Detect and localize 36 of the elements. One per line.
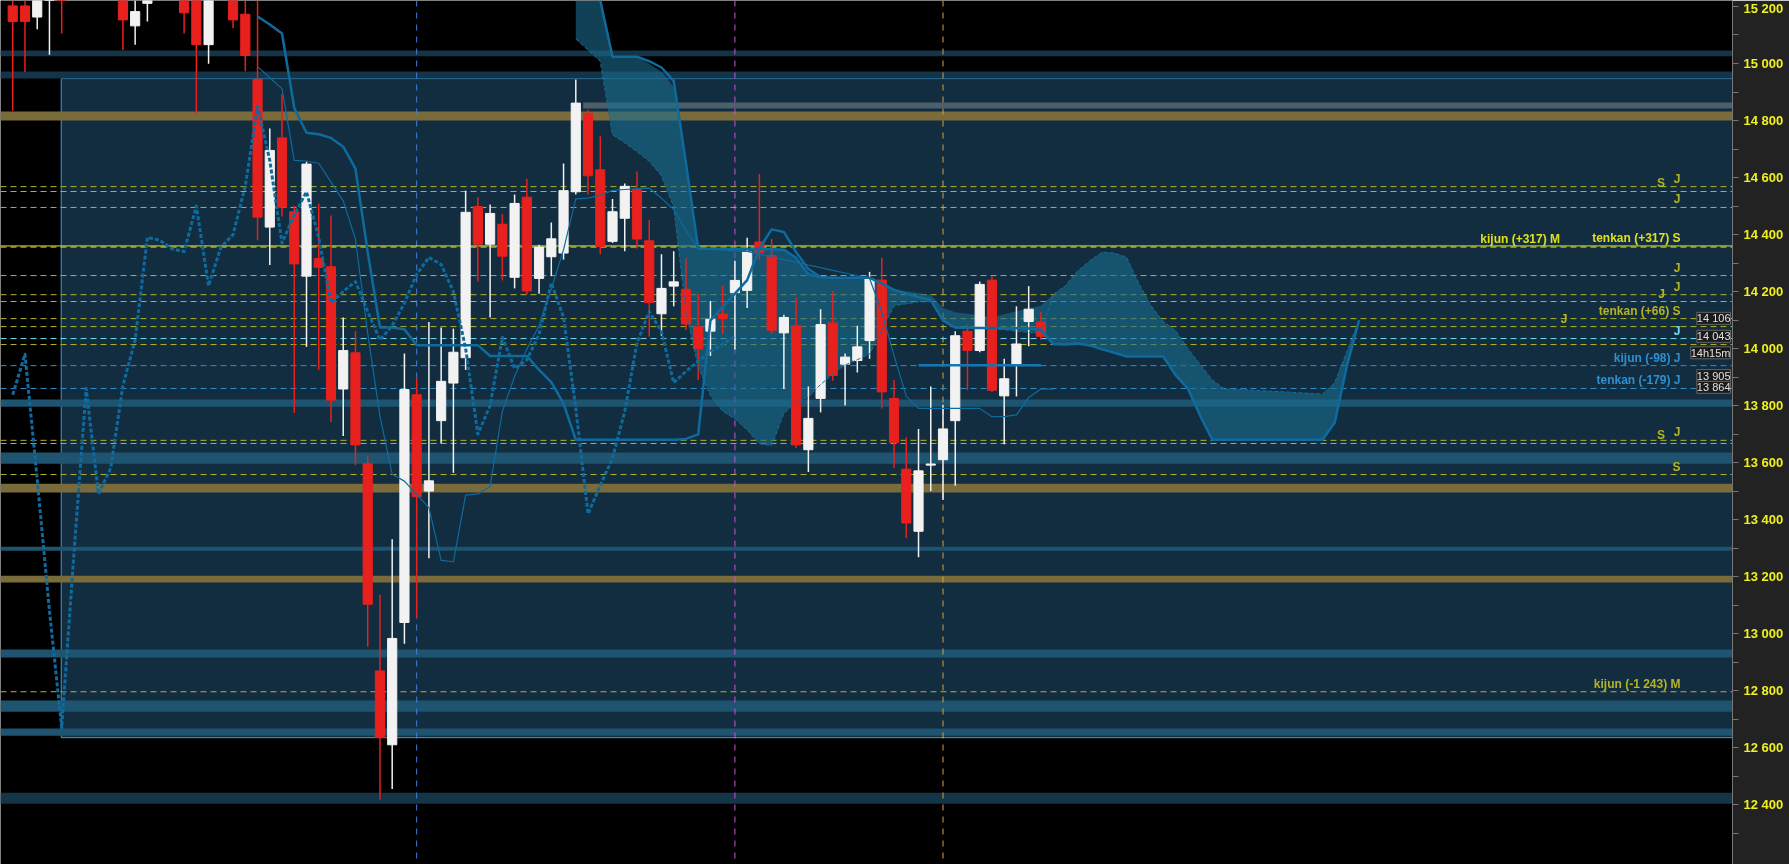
ref-line-label: S bbox=[1657, 176, 1666, 191]
ref-line-label: J bbox=[1673, 171, 1681, 186]
ref-line-label: J bbox=[1673, 279, 1681, 294]
y-tick-label: 14 800 bbox=[1743, 113, 1784, 129]
ref-line-label: kijun (-1 243) M bbox=[1593, 676, 1681, 691]
y-tick-label: 12 600 bbox=[1743, 740, 1784, 756]
annotation: 13 905 bbox=[1696, 369, 1731, 382]
y-tick-label: 14 200 bbox=[1743, 284, 1784, 300]
y-tick-label: 13 600 bbox=[1743, 455, 1784, 471]
y-tick-label: 12 800 bbox=[1743, 683, 1784, 699]
annotation: 14h15m bbox=[1690, 346, 1731, 359]
ref-line-label: tenkan (+66) S bbox=[1598, 303, 1681, 318]
y-tick-label: 13 800 bbox=[1743, 398, 1784, 414]
y-tick-label: 13 200 bbox=[1743, 569, 1784, 585]
ref-line-label: tenkan (-179) J bbox=[1596, 373, 1681, 388]
annotation: 14 106 bbox=[1696, 312, 1731, 325]
y-tick-label: 15 000 bbox=[1743, 56, 1784, 71]
ref-line-label: S bbox=[1672, 459, 1681, 474]
y-tick-label: 13 000 bbox=[1743, 626, 1784, 642]
annotation: 13 864 bbox=[1696, 381, 1731, 394]
y-tick-label: 12 400 bbox=[1743, 797, 1784, 813]
ref-line-label: kijun (-98) J bbox=[1613, 350, 1681, 365]
y-tick-label: 13 400 bbox=[1743, 512, 1784, 528]
ref-line-label: J bbox=[1673, 323, 1681, 338]
ref-line-label: kijun (+317) M bbox=[1480, 232, 1560, 247]
ref-line-label: J bbox=[1673, 192, 1681, 207]
ref-line-label: J bbox=[1658, 286, 1666, 301]
y-tick-label: 14 400 bbox=[1743, 227, 1784, 243]
y-tick-label: 14 000 bbox=[1743, 341, 1784, 357]
y-tick-label: 15 200 bbox=[1743, 0, 1784, 16]
ref-line-label: S bbox=[1657, 428, 1666, 443]
ref-line-label: J bbox=[1673, 425, 1681, 440]
ref-line-label: tenkan (+317) S bbox=[1592, 230, 1681, 245]
annotation: 14 043 bbox=[1696, 330, 1731, 343]
ref-line-label: J bbox=[1673, 260, 1681, 275]
y-tick-label: 14 600 bbox=[1743, 170, 1784, 186]
